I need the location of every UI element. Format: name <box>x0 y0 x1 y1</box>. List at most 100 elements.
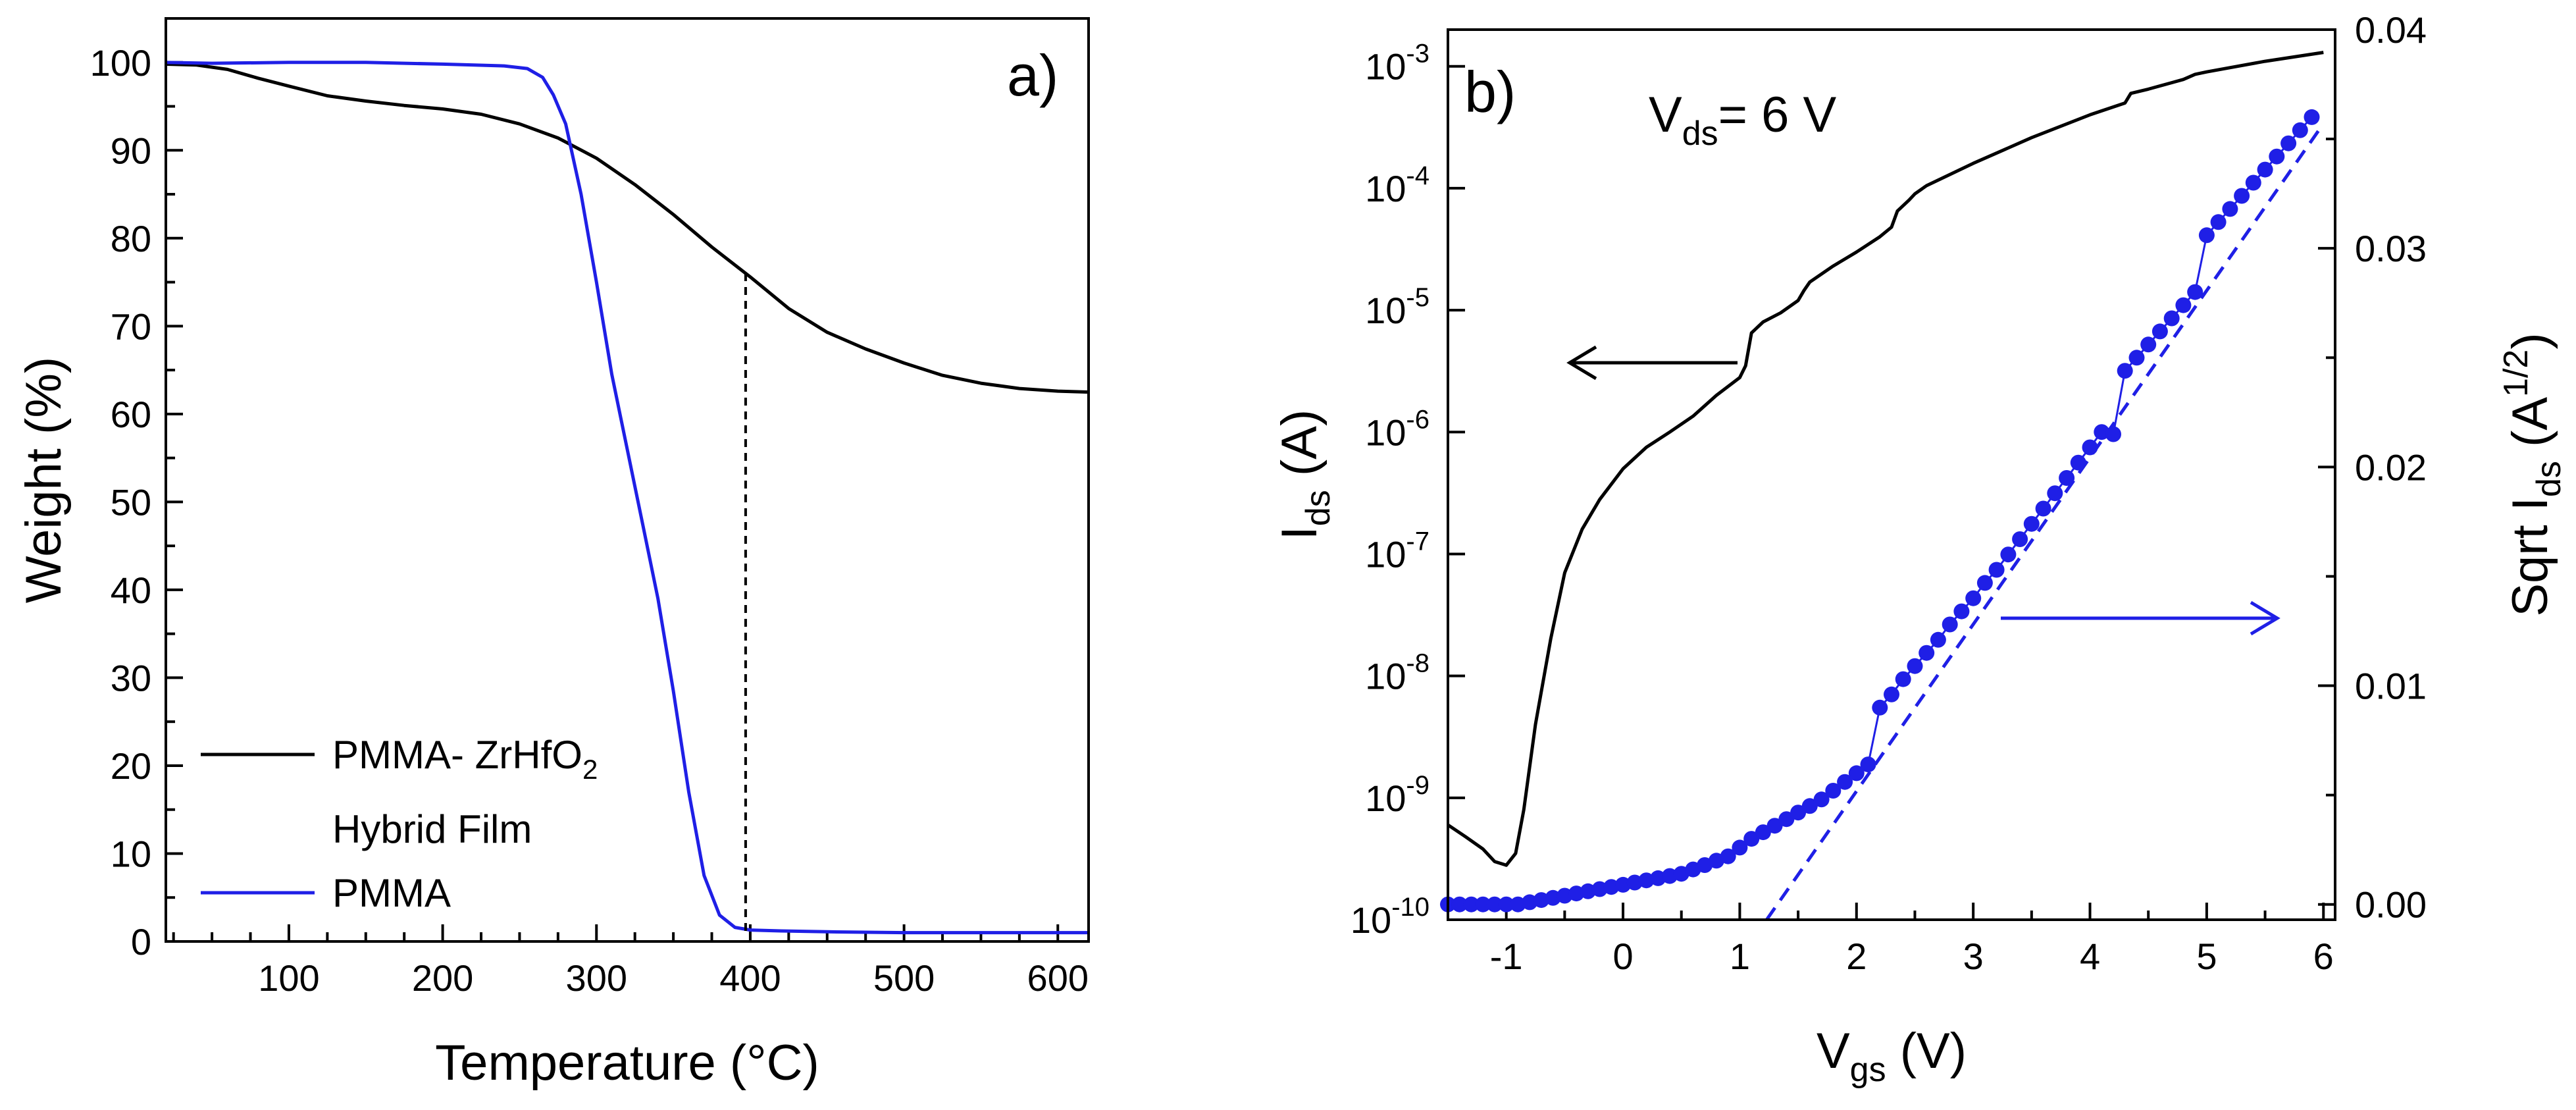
sqrt-ids-point <box>1732 839 1748 856</box>
sqrt-ids-point <box>1626 874 1643 891</box>
x-tick-label: 1 <box>1730 936 1750 977</box>
sqrt-ids-point <box>1498 896 1514 912</box>
sqrt-ids-point <box>2047 485 2063 502</box>
x-tick-label: 100 <box>258 957 319 999</box>
left-axis-arrow <box>1566 345 1738 381</box>
x-tick-label: 5 <box>2196 936 2217 977</box>
y-left-tick-label: 10-7 <box>1365 527 1430 575</box>
sqrt-ids-point <box>2304 109 2320 125</box>
y-tick-label: 80 <box>111 218 151 259</box>
y-tick-label: 20 <box>111 745 151 787</box>
sqrt-ids-point <box>1522 894 1538 911</box>
y-tick-label: 0 <box>131 921 151 963</box>
sqrt-ids-point <box>1837 774 1853 790</box>
sqrt-ids-point <box>1451 896 1468 912</box>
y-tick-label: 40 <box>111 569 151 611</box>
y-left-tick-label: 10-10 <box>1351 893 1430 941</box>
panel-a-ylabel: Weight (%) <box>16 357 72 603</box>
sqrt-ids-point <box>2151 323 2168 340</box>
sqrt-ids-point <box>1545 889 1561 906</box>
y-left-tick-label: 10-5 <box>1365 283 1430 331</box>
sqrt-ids-point <box>1988 562 2005 578</box>
x-tick-label: -1 <box>1490 936 1523 977</box>
sqrt-ids-point <box>1475 896 1491 912</box>
y-left-tick-label: 10-9 <box>1365 771 1430 819</box>
sqrt-ids-point <box>2245 174 2261 191</box>
sqrt-ids-point <box>2023 515 2040 532</box>
series-line-pmma <box>165 61 1089 935</box>
sqrt-ids-point <box>1755 824 1771 841</box>
sqrt-ids-point <box>1930 631 1946 648</box>
sqrt-ids-point <box>1953 603 1970 620</box>
sqrt-ids-point <box>1603 879 1620 895</box>
sqrt-ids-point <box>1872 699 1888 716</box>
y-tick-label: 60 <box>111 394 151 435</box>
sqrt-ids-point <box>2000 546 2017 563</box>
sqrt-ids-point <box>2210 214 2227 230</box>
y-right-tick-label: 0.03 <box>2355 228 2427 269</box>
sqrt-ids-point <box>1907 658 1923 674</box>
sqrt-ids-point <box>2175 297 2192 313</box>
panel-a-xlabel: Temperature (°C) <box>435 1035 819 1091</box>
linear-fit-line <box>1765 122 2325 921</box>
sqrt-ids-point <box>2140 336 2157 353</box>
sqrt-ids-point <box>2269 148 2285 165</box>
panel-b-series <box>1440 51 2325 921</box>
y-tick-label: 70 <box>111 305 151 347</box>
y-left-tick-label: 10-3 <box>1365 40 1430 88</box>
y-tick-label: 50 <box>111 481 151 523</box>
legend-label-hybrid: PMMA- ZrHfO2 <box>332 733 598 785</box>
sqrt-ids-point <box>2012 531 2028 547</box>
x-tick-label: 200 <box>412 957 473 999</box>
sqrt-ids-point <box>2105 426 2121 442</box>
y-left-tick-label: 10-4 <box>1365 161 1430 209</box>
y-left-tick-label: 10-6 <box>1365 405 1430 453</box>
sqrt-ids-point <box>1580 883 1596 899</box>
panel-b: -1 0 1 2 3 4 5 6 10-10 10-9 10-8 10-7 10-6 10-5 10-4 10… <box>1272 9 2568 1089</box>
vds-annotation: Vds= 6 V <box>1649 87 1837 153</box>
sqrt-ids-point <box>2234 188 2250 204</box>
sqrt-ids-point <box>1486 896 1503 912</box>
panel-a-frame <box>165 17 1090 943</box>
sqrt-ids-point <box>1778 811 1795 828</box>
x-tick-label: 300 <box>566 957 627 999</box>
sqrt-ids-point <box>2280 135 2297 151</box>
sqrt-ids-point <box>1801 798 1818 814</box>
panel-a-ticks: 100 200 300 400 500 600 0 10 20 30 40 50 60 70 80 90 100 <box>90 17 1089 999</box>
sqrt-ids-point <box>1568 885 1585 902</box>
sqrt-ids-point <box>1533 892 1549 909</box>
sqrt-ids-point <box>1743 831 1760 847</box>
sqrt-ids-point <box>1825 783 1842 799</box>
sqrt-ids-point <box>1860 756 1876 773</box>
y-right-tick-label: 0.04 <box>2355 9 2427 51</box>
sqrt-ids-point <box>1965 590 1982 606</box>
x-tick-label: 6 <box>2313 936 2334 977</box>
sqrt-ids-point <box>1976 575 1993 591</box>
x-tick-label: 600 <box>1027 957 1089 999</box>
sqrt-ids-point <box>2198 227 2215 244</box>
x-tick-label: 500 <box>873 957 935 999</box>
sqrt-ids-point <box>1790 805 1807 821</box>
sqrt-ids-point <box>1884 686 1899 702</box>
panel-b-ylabel-right: Sqrt Ids (A1/2) <box>2497 332 2568 616</box>
sqrt-ids-point <box>1813 791 1830 808</box>
sqrt-ids-point <box>2035 500 2051 517</box>
legend-label-pmma: PMMA <box>332 871 451 915</box>
sqrt-ids-point <box>2292 122 2308 138</box>
panel-b-label: b) <box>1464 59 1516 124</box>
y-tick-label: 90 <box>111 130 151 171</box>
y-tick-label: 30 <box>111 657 151 699</box>
sqrt-ids-point <box>2117 363 2133 379</box>
sqrt-ids-point <box>1463 896 1480 912</box>
y-left-tick-label: 10-8 <box>1365 649 1430 697</box>
sqrt-ids-point <box>2128 350 2145 366</box>
x-tick-label: 400 <box>719 957 781 999</box>
sqrt-ids-point <box>1720 848 1736 864</box>
y-right-tick-label: 0.02 <box>2355 446 2427 488</box>
sqrt-ids-point <box>1591 881 1608 897</box>
sqrt-ids-point <box>1942 616 1958 633</box>
sqrt-ids-point <box>2163 310 2180 327</box>
panel-a-label: a) <box>1007 43 1058 108</box>
y-tick-label: 100 <box>90 42 151 84</box>
